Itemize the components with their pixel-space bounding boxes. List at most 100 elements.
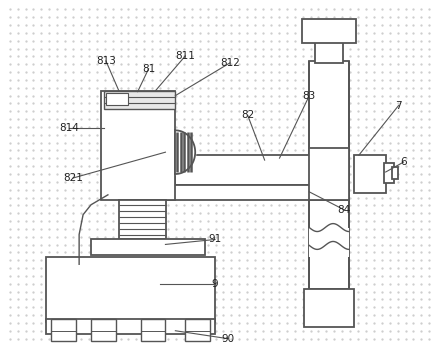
Point — [378, 226, 385, 232]
Point — [212, 7, 219, 12]
Point — [93, 171, 100, 177]
Point — [314, 163, 321, 169]
Point — [53, 14, 60, 20]
Point — [77, 109, 84, 114]
Point — [156, 289, 163, 294]
Point — [378, 148, 385, 153]
Point — [354, 226, 361, 232]
Point — [6, 62, 13, 67]
Point — [283, 297, 290, 302]
Point — [338, 46, 345, 51]
Point — [314, 109, 321, 114]
Point — [180, 109, 187, 114]
Point — [283, 109, 290, 114]
Point — [148, 226, 155, 232]
Point — [385, 116, 392, 122]
Point — [346, 156, 353, 161]
Point — [362, 289, 369, 294]
Point — [354, 62, 361, 67]
Point — [133, 320, 140, 326]
Point — [109, 195, 116, 200]
Point — [393, 148, 400, 153]
Point — [6, 195, 13, 200]
Point — [188, 46, 195, 51]
Point — [330, 148, 337, 153]
Point — [133, 22, 140, 28]
Point — [125, 46, 132, 51]
Point — [425, 69, 432, 75]
Point — [290, 30, 297, 35]
Point — [109, 69, 116, 75]
Point — [354, 242, 361, 247]
Point — [227, 85, 234, 90]
Point — [164, 85, 171, 90]
Point — [77, 101, 84, 106]
Point — [346, 38, 353, 44]
Point — [275, 124, 282, 130]
Point — [69, 281, 76, 286]
Point — [125, 336, 132, 341]
Point — [393, 195, 400, 200]
Point — [53, 289, 60, 294]
Point — [401, 7, 408, 12]
Point — [53, 116, 60, 122]
Point — [133, 226, 140, 232]
Point — [378, 328, 385, 334]
Point — [283, 313, 290, 318]
Point — [409, 156, 416, 161]
Point — [156, 77, 163, 83]
Point — [219, 54, 226, 59]
Point — [275, 116, 282, 122]
Point — [275, 85, 282, 90]
Point — [298, 289, 305, 294]
Point — [69, 234, 76, 239]
Point — [164, 336, 171, 341]
Point — [204, 328, 211, 334]
Point — [30, 124, 37, 130]
Point — [212, 297, 219, 302]
Point — [219, 304, 226, 310]
Point — [69, 85, 76, 90]
Point — [204, 22, 211, 28]
Point — [46, 62, 53, 67]
Point — [306, 195, 313, 200]
Point — [322, 148, 329, 153]
Point — [85, 265, 92, 271]
Point — [38, 156, 45, 161]
Point — [385, 62, 392, 67]
Point — [117, 132, 124, 137]
Point — [156, 265, 163, 271]
Point — [306, 281, 313, 286]
Point — [196, 116, 203, 122]
Point — [417, 258, 424, 263]
Point — [196, 273, 203, 279]
Point — [267, 30, 274, 35]
Point — [133, 46, 140, 51]
Point — [204, 171, 211, 177]
Point — [117, 22, 124, 28]
Point — [243, 211, 250, 216]
Point — [14, 54, 21, 59]
Point — [425, 140, 432, 145]
Point — [314, 250, 321, 255]
Point — [53, 85, 60, 90]
Point — [180, 304, 187, 310]
Point — [180, 69, 187, 75]
Point — [69, 140, 76, 145]
Point — [259, 132, 266, 137]
Point — [77, 250, 84, 255]
Point — [417, 22, 424, 28]
Point — [69, 187, 76, 192]
Point — [330, 258, 337, 263]
Point — [53, 54, 60, 59]
Point — [85, 14, 92, 20]
Point — [125, 297, 132, 302]
Point — [283, 258, 290, 263]
Point — [227, 273, 234, 279]
Point — [283, 304, 290, 310]
Point — [338, 69, 345, 75]
Point — [93, 140, 100, 145]
Point — [275, 30, 282, 35]
Point — [298, 7, 305, 12]
Point — [61, 328, 68, 334]
